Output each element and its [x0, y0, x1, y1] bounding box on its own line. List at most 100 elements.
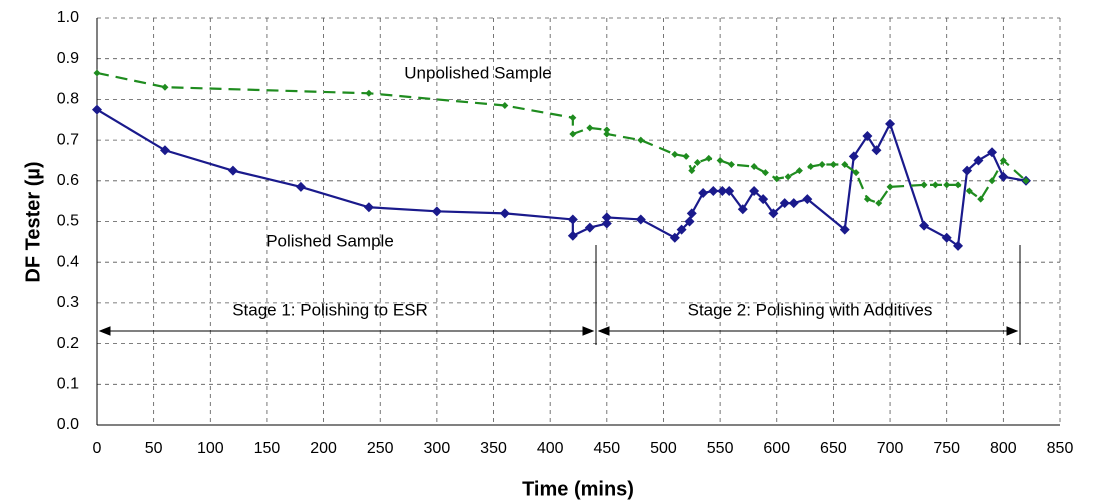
point: [779, 198, 790, 209]
y-tick-label: 1.0: [57, 9, 79, 26]
point: [363, 202, 374, 213]
point: [920, 181, 928, 189]
point: [773, 175, 781, 183]
point: [601, 218, 612, 229]
point: [784, 173, 792, 181]
point: [829, 161, 837, 169]
point: [584, 222, 595, 233]
point: [603, 130, 611, 138]
point: [807, 163, 815, 171]
y-tick-label: 0.4: [57, 253, 79, 270]
point: [737, 204, 748, 215]
point: [569, 114, 577, 122]
x-tick-label: 700: [877, 440, 904, 457]
y-tick-label: 0.6: [57, 172, 79, 189]
point: [886, 183, 894, 191]
point: [637, 136, 645, 144]
y-tick-label: 0.5: [57, 213, 79, 230]
point: [295, 181, 306, 192]
x-tick-label: 500: [650, 440, 677, 457]
point: [818, 161, 826, 169]
point: [750, 163, 758, 171]
point: [758, 194, 769, 205]
y-tick-label: 0.0: [57, 416, 79, 433]
annotation: Unpolished Sample: [404, 63, 551, 82]
x-tick-label: 0: [93, 440, 102, 457]
x-tick-label: 50: [145, 440, 163, 457]
point: [852, 169, 860, 177]
series-line: [96, 71, 1027, 205]
point: [671, 150, 679, 158]
point: [159, 145, 170, 156]
point: [586, 124, 594, 132]
point: [601, 212, 612, 223]
point: [885, 118, 896, 129]
y-tick-label: 0.3: [57, 294, 79, 311]
point: [693, 158, 701, 166]
point: [698, 188, 709, 199]
point: [708, 185, 719, 196]
y-axis-title: DF Tester (µ): [22, 161, 44, 282]
point: [92, 104, 102, 115]
x-tick-label: 100: [197, 440, 224, 457]
y-tick-label: 0.8: [57, 91, 79, 108]
y-tick-label: 0.1: [57, 376, 79, 393]
point: [977, 195, 985, 203]
point: [871, 145, 882, 156]
point: [965, 187, 973, 195]
point: [684, 216, 695, 227]
point: [431, 206, 442, 217]
point: [603, 126, 611, 134]
x-tick-label: 800: [990, 440, 1017, 457]
point: [795, 167, 803, 175]
point: [227, 165, 238, 176]
series-line: [96, 108, 1027, 248]
point: [749, 185, 760, 196]
y-tick-label: 0.2: [57, 335, 79, 352]
point: [848, 151, 859, 162]
point: [863, 195, 871, 203]
point: [1022, 177, 1030, 185]
point: [716, 156, 724, 164]
point: [839, 224, 850, 235]
annotation: Stage 2: Polishing with Additives: [688, 300, 933, 319]
grid: [96, 17, 1061, 426]
point: [875, 199, 883, 207]
point: [943, 181, 951, 189]
x-tick-label: 550: [707, 440, 734, 457]
point: [365, 89, 373, 97]
point: [954, 181, 962, 189]
point: [727, 161, 735, 169]
stage-arrows: [98, 245, 1021, 345]
point: [705, 154, 713, 162]
x-tick-label: 300: [424, 440, 451, 457]
y-tick-label: 0.7: [57, 131, 79, 148]
point: [919, 220, 930, 231]
x-tick-label: 350: [480, 440, 507, 457]
y-tick-label: 0.9: [57, 50, 79, 67]
point: [501, 102, 509, 110]
point: [499, 208, 510, 219]
point: [953, 240, 964, 251]
point: [802, 194, 813, 205]
point: [93, 69, 101, 77]
point: [688, 167, 696, 175]
x-tick-label: 200: [310, 440, 337, 457]
point: [567, 214, 578, 225]
x-axis-title: Time (mins): [522, 478, 634, 500]
point: [686, 208, 697, 219]
x-tick-label: 400: [537, 440, 564, 457]
x-tick-label: 650: [820, 440, 847, 457]
x-tick-label: 750: [933, 440, 960, 457]
point: [941, 232, 952, 243]
x-tick-label: 150: [254, 440, 281, 457]
point: [569, 130, 577, 138]
point: [988, 177, 996, 185]
point: [567, 230, 578, 241]
point: [998, 171, 1009, 182]
point: [999, 156, 1007, 164]
point: [768, 208, 779, 219]
point: [788, 198, 799, 209]
